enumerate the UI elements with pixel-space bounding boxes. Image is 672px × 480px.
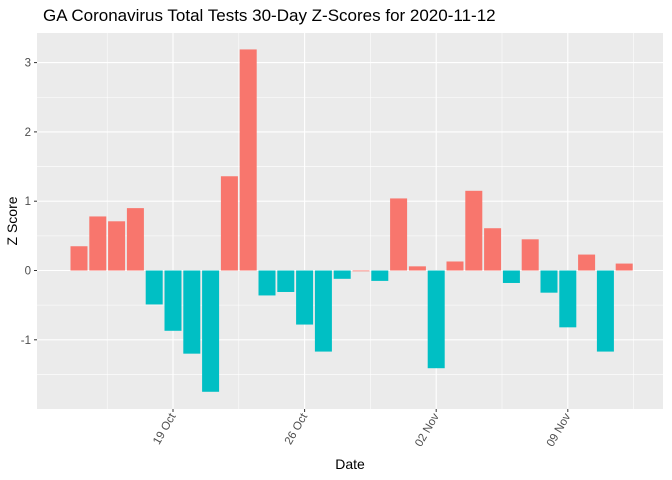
y-tick-label: 2 [25,127,31,139]
bar [333,270,351,279]
bar [615,263,633,271]
y-tick-label: 0 [25,266,31,278]
y-tick-label: 1 [25,196,31,208]
bar [352,270,370,272]
bar [89,216,107,271]
chart-title: GA Coronavirus Total Tests 30-Day Z-Scor… [43,6,496,25]
major-gridlines [37,33,663,409]
bar [408,266,426,271]
y-tick-label: -1 [21,335,31,347]
minor-gridlines [37,33,663,409]
bar [183,270,201,354]
x-tick-label: 19 Oct [151,411,179,447]
bar [164,270,182,331]
bar [202,270,220,392]
bar [314,270,332,352]
bar [540,270,558,293]
bar [258,270,276,296]
bar [427,270,445,369]
bar [145,270,163,305]
x-axis-ticks: 19 Oct 26 Oct 02 Nov 09 Nov [151,409,574,449]
bar [220,176,238,271]
x-axis-title: Date [335,456,365,472]
bar [465,190,483,271]
x-tick-label: 02 Nov [413,411,442,449]
bar [126,208,144,271]
bar [578,254,596,271]
y-tick-label: 3 [25,58,31,70]
bar [484,228,502,271]
x-tick-label: 09 Nov [545,411,574,449]
bar [108,221,126,271]
bar [502,270,520,283]
bar [390,198,408,271]
bar [296,270,314,325]
x-tick-label: 26 Oct [283,411,311,447]
bars [70,49,633,392]
bar [239,49,257,271]
bar [70,246,88,271]
y-axis-ticks: -1 0 1 2 3 [21,58,37,347]
bar [446,261,464,271]
bar [596,270,614,352]
y-axis-title: Z Score [4,196,20,245]
bar [371,270,389,281]
bar [521,239,539,271]
bar [559,270,577,328]
bar [277,270,295,292]
